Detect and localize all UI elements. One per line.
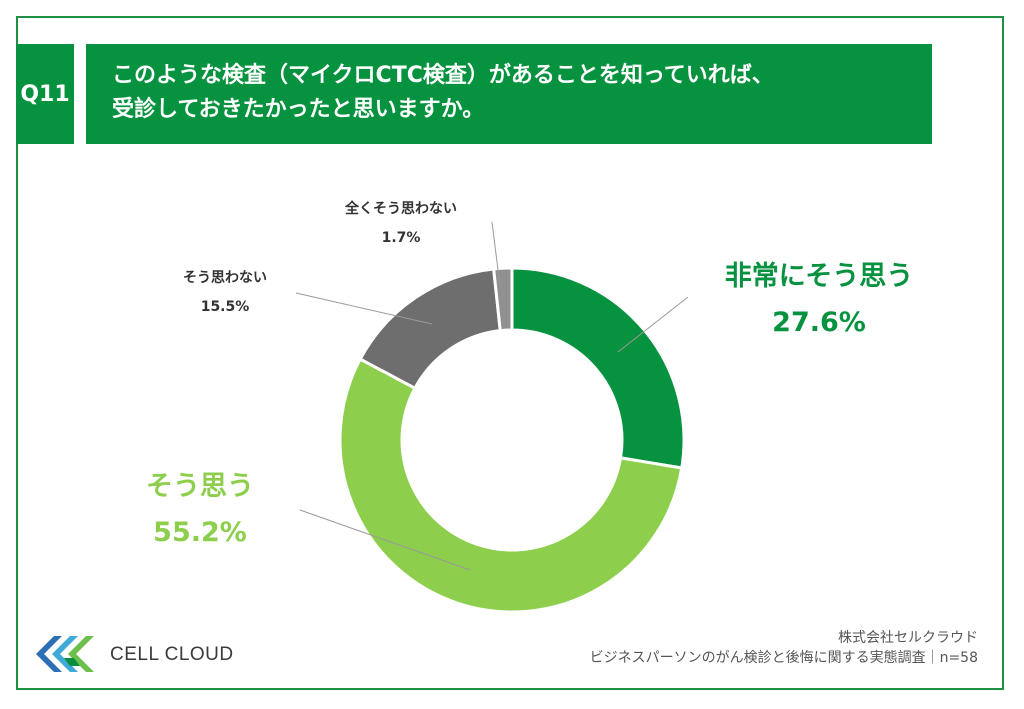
slice-strongly-disagree [492, 266, 514, 333]
slice-disagree [358, 267, 502, 391]
leader-line-strongly-agree [617, 296, 689, 353]
leader-line-strongly-disagree [491, 221, 501, 287]
donut-slices [338, 266, 686, 614]
label-strongly-disagree-value: 1.7% [381, 230, 421, 246]
question-line-1: このような検査（マイクロCTC検査）があることを知っていれば、 [112, 63, 774, 88]
question-line-2: 受診しておきたかったと思いますか。 [112, 97, 485, 122]
source-note: 株式会社セルクラウド ビジネスパーソンのがん検診と後悔に関する実態調査｜n=58 [590, 628, 978, 668]
label-agree-value: 55.2% [153, 517, 247, 548]
label-disagree: そう思わない 15.5% [150, 267, 300, 315]
source-company: 株式会社セルクラウド [838, 630, 978, 646]
label-strongly-agree-value: 27.6% [772, 307, 866, 338]
slice-agree [338, 357, 684, 614]
label-disagree-value: 15.5% [200, 299, 250, 315]
slice-strongly-agree [510, 266, 686, 470]
label-strongly-agree: 非常にそう思う 27.6% [704, 254, 934, 338]
leader-line-disagree [295, 292, 433, 325]
cell-cloud-logo-icon [36, 636, 94, 672]
label-strongly-disagree-name: 全くそう思わない [345, 201, 457, 217]
question-badge: Q11 [16, 44, 74, 144]
logo-text: CELL CLOUD [110, 644, 234, 665]
leader-lines [295, 221, 689, 571]
question-title: このような検査（マイクロCTC検査）があることを知っていれば、 受診しておきたか… [86, 44, 932, 144]
label-strongly-agree-name: 非常にそう思う [724, 261, 914, 292]
source-survey: ビジネスパーソンのがん検診と後悔に関する実態調査｜n=58 [589, 650, 978, 666]
label-strongly-disagree: 全くそう思わない 1.7% [306, 198, 496, 246]
label-agree-name: そう思う [146, 471, 254, 502]
outer-frame [16, 16, 1004, 690]
label-disagree-name: そう思わない [183, 270, 267, 286]
leader-line-agree [299, 509, 471, 571]
label-agree: そう思う 55.2% [120, 464, 280, 548]
